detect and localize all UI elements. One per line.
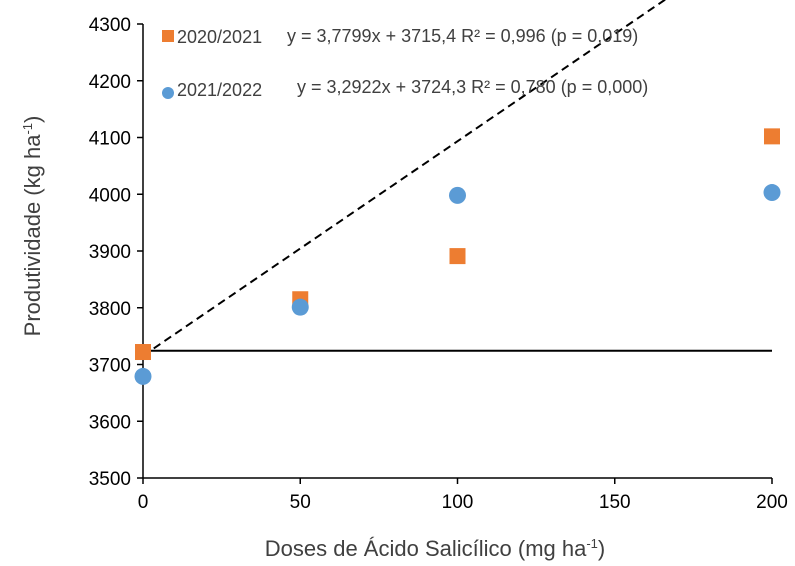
x-tick-label: 0: [138, 492, 149, 513]
y-tick-label: 3900: [89, 242, 131, 263]
y-tick-label: 4100: [89, 129, 131, 150]
point-series-1: [134, 367, 152, 385]
x-tick-label: 150: [599, 492, 631, 513]
legend-label-2021-2022: 2021/2022: [177, 80, 262, 100]
legend: 2020/2021 y = 3,7799x + 3715,4 R² = 0,99…: [162, 26, 648, 100]
y-tick-label: 3500: [89, 469, 131, 490]
point-series-0: [764, 128, 780, 145]
y-tick-label: 3700: [89, 356, 131, 377]
y-axis-title: Produtividade (kg ha-1): [20, 116, 45, 337]
point-series-0: [135, 344, 151, 361]
legend-equation-2021-2022: y = 3,2922x + 3724,3 R² = 0,780 (p = 0,0…: [297, 77, 648, 97]
y-tick-label: 4000: [89, 185, 131, 206]
fit-lines: [142, 0, 772, 357]
y-tick-label: 3600: [89, 412, 131, 433]
x-tick-label: 100: [442, 492, 474, 513]
y-tick-label: 4300: [89, 15, 131, 36]
y-tick-label: 3800: [89, 299, 131, 320]
data-markers: [134, 128, 781, 385]
point-series-1: [449, 186, 466, 204]
x-axis-title: Doses de Ácido Salicílico (mg ha-1): [265, 536, 605, 561]
x-tick-label: 50: [290, 492, 311, 513]
legend-equation-2020-2021: y = 3,7799x + 3715,4 R² = 0,996 (p = 0,0…: [287, 26, 638, 46]
y-axis-ticks: 3500 3600 3700 3800 3900 4000 4100 4200 4300: [89, 15, 143, 490]
legend-marker-2021-2022: [162, 87, 174, 99]
point-series-1: [763, 184, 781, 202]
point-series-1: [291, 298, 309, 316]
x-axis-ticks: 0 50 100 150 200: [138, 478, 788, 513]
legend-marker-2020-2021: [162, 30, 174, 42]
y-tick-label: 4200: [89, 72, 131, 93]
fit-line-series-0: [142, 0, 667, 357]
x-tick-label: 200: [756, 492, 788, 513]
legend-label-2020-2021: 2020/2021: [177, 27, 262, 47]
point-series-0: [449, 248, 466, 265]
